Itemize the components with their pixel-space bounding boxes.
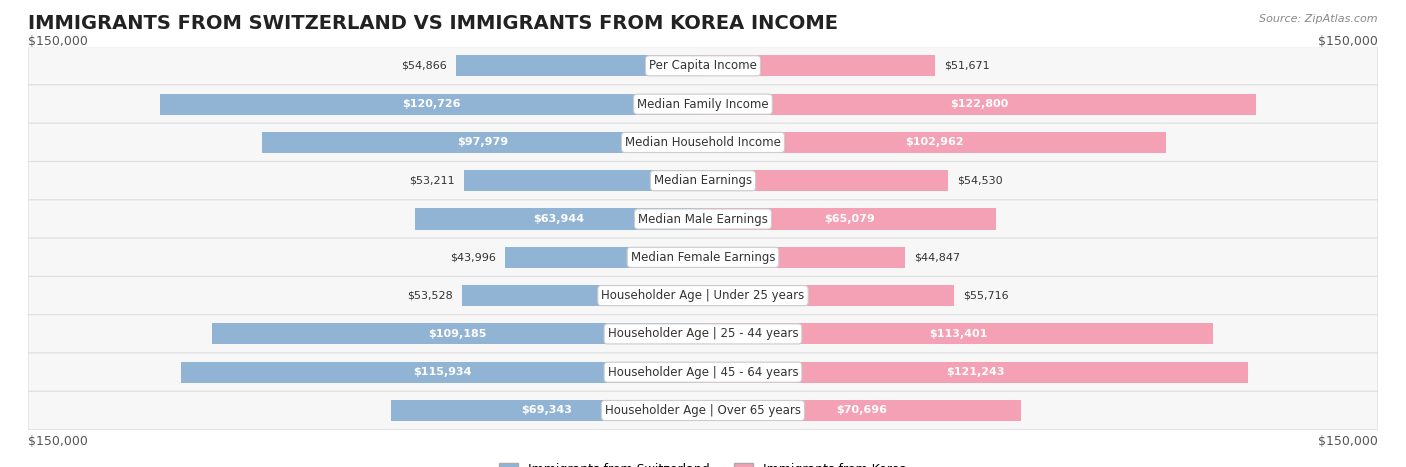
Text: Householder Age | 45 - 64 years: Householder Age | 45 - 64 years: [607, 366, 799, 379]
Text: Per Capita Income: Per Capita Income: [650, 59, 756, 72]
Bar: [464, 170, 703, 191]
Text: $53,211: $53,211: [409, 176, 454, 186]
Text: Median Earnings: Median Earnings: [654, 174, 752, 187]
FancyBboxPatch shape: [28, 315, 1378, 353]
Bar: [505, 247, 703, 268]
Bar: [703, 93, 1256, 115]
FancyBboxPatch shape: [28, 200, 1378, 238]
Text: $53,528: $53,528: [408, 290, 453, 301]
Bar: [415, 208, 703, 230]
Text: $63,944: $63,944: [534, 214, 585, 224]
Bar: [703, 132, 1166, 153]
FancyBboxPatch shape: [28, 238, 1378, 276]
Text: $121,243: $121,243: [946, 367, 1005, 377]
Text: $51,671: $51,671: [945, 61, 990, 71]
Bar: [463, 285, 703, 306]
Text: $150,000: $150,000: [28, 35, 89, 48]
FancyBboxPatch shape: [28, 276, 1378, 315]
Bar: [703, 208, 995, 230]
Legend: Immigrants from Switzerland, Immigrants from Korea: Immigrants from Switzerland, Immigrants …: [494, 458, 912, 467]
FancyBboxPatch shape: [28, 391, 1378, 430]
Text: Median Family Income: Median Family Income: [637, 98, 769, 111]
Bar: [181, 361, 703, 383]
Bar: [703, 323, 1213, 345]
Text: Householder Age | Over 65 years: Householder Age | Over 65 years: [605, 404, 801, 417]
Text: $70,696: $70,696: [837, 405, 887, 416]
FancyBboxPatch shape: [28, 85, 1378, 123]
Bar: [703, 285, 953, 306]
Text: Median Household Income: Median Household Income: [626, 136, 780, 149]
Text: $54,530: $54,530: [957, 176, 1002, 186]
Text: $150,000: $150,000: [1317, 435, 1378, 448]
Text: $65,079: $65,079: [824, 214, 875, 224]
Bar: [703, 247, 905, 268]
Text: Source: ZipAtlas.com: Source: ZipAtlas.com: [1260, 14, 1378, 24]
Text: $44,847: $44,847: [914, 252, 960, 262]
Bar: [703, 400, 1021, 421]
Text: $69,343: $69,343: [522, 405, 572, 416]
Text: $122,800: $122,800: [950, 99, 1008, 109]
Bar: [262, 132, 703, 153]
Text: IMMIGRANTS FROM SWITZERLAND VS IMMIGRANTS FROM KOREA INCOME: IMMIGRANTS FROM SWITZERLAND VS IMMIGRANT…: [28, 14, 838, 33]
Bar: [703, 55, 935, 77]
Text: $97,979: $97,979: [457, 137, 508, 148]
Bar: [160, 93, 703, 115]
Text: Householder Age | Under 25 years: Householder Age | Under 25 years: [602, 289, 804, 302]
FancyBboxPatch shape: [28, 162, 1378, 200]
Text: $102,962: $102,962: [905, 137, 965, 148]
Bar: [456, 55, 703, 77]
Text: Median Female Earnings: Median Female Earnings: [631, 251, 775, 264]
FancyBboxPatch shape: [28, 123, 1378, 162]
Bar: [212, 323, 703, 345]
Bar: [703, 361, 1249, 383]
Text: Householder Age | 25 - 44 years: Householder Age | 25 - 44 years: [607, 327, 799, 340]
Text: $113,401: $113,401: [929, 329, 987, 339]
Text: $150,000: $150,000: [1317, 35, 1378, 48]
Text: $150,000: $150,000: [28, 435, 89, 448]
Text: $109,185: $109,185: [429, 329, 486, 339]
Text: Median Male Earnings: Median Male Earnings: [638, 212, 768, 226]
Text: $120,726: $120,726: [402, 99, 461, 109]
FancyBboxPatch shape: [28, 353, 1378, 391]
Text: $54,866: $54,866: [401, 61, 447, 71]
Text: $55,716: $55,716: [963, 290, 1008, 301]
Text: $115,934: $115,934: [413, 367, 471, 377]
Bar: [391, 400, 703, 421]
FancyBboxPatch shape: [28, 47, 1378, 85]
Text: $43,996: $43,996: [450, 252, 496, 262]
Bar: [703, 170, 948, 191]
